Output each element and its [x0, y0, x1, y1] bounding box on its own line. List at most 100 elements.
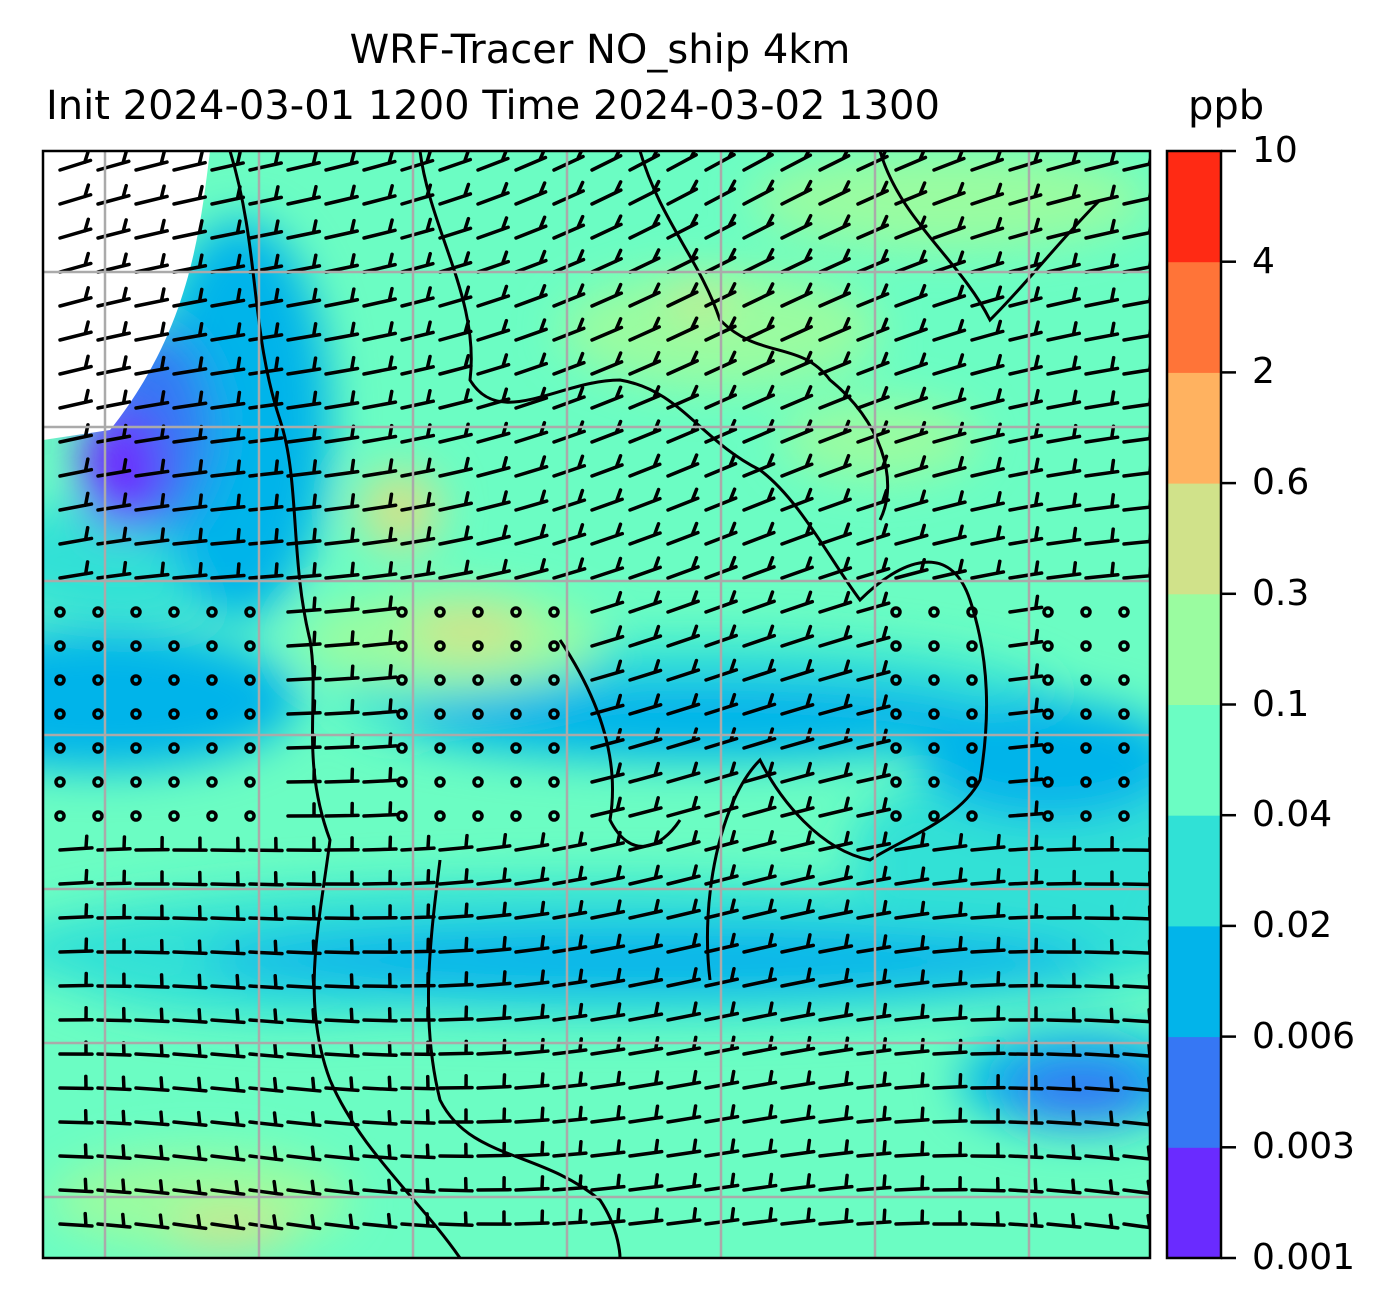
wind-barb — [96, 1006, 132, 1023]
calm-wind-marker — [548, 708, 560, 720]
wind-barb — [324, 595, 360, 614]
wind-barb — [400, 1074, 436, 1091]
wind-barb — [58, 868, 94, 886]
coastline — [878, 151, 1102, 323]
wind-barb — [742, 453, 776, 478]
wind-barb — [96, 1212, 132, 1229]
wind-barb — [742, 1138, 778, 1158]
wind-barb — [666, 316, 699, 342]
wind-barb — [514, 215, 548, 240]
wind-barb — [362, 972, 398, 989]
wind-barb — [780, 1173, 816, 1192]
wind-barb — [134, 835, 170, 852]
wind-barb — [590, 317, 624, 342]
wind-barb — [818, 214, 851, 240]
wind-barb — [742, 1001, 778, 1022]
wind-barb — [248, 356, 284, 376]
wind-barb — [780, 898, 815, 920]
calm-wind-marker — [1042, 810, 1054, 822]
calm-wind-marker — [396, 606, 408, 618]
wind-barb — [552, 317, 586, 342]
wind-barb — [438, 216, 473, 240]
wind-barb — [552, 1208, 588, 1226]
colorbar-tick-label: 0.001 — [1252, 1237, 1356, 1278]
wind-barb — [970, 491, 1006, 512]
wind-barb — [628, 830, 663, 852]
wind-barb — [1008, 354, 1043, 376]
wind-barb — [666, 1001, 702, 1022]
wind-barb — [324, 321, 360, 342]
calm-wind-marker — [168, 606, 180, 618]
wind-barb — [970, 833, 1006, 852]
wind-barb — [248, 459, 284, 478]
wind-barb — [1084, 1007, 1120, 1024]
wind-barb — [1046, 389, 1082, 410]
wind-barb — [590, 830, 625, 852]
calm-wind-marker — [1118, 742, 1130, 754]
wind-barb — [58, 217, 93, 240]
calm-wind-marker — [92, 640, 104, 652]
wind-barb — [400, 388, 436, 410]
wind-barb — [286, 562, 322, 580]
calm-wind-marker — [548, 640, 560, 652]
calm-wind-marker — [928, 810, 940, 822]
wind-barb — [476, 318, 511, 342]
wind-barb — [970, 216, 1005, 240]
colorbar-segment — [1167, 372, 1221, 484]
wind-barb — [210, 562, 246, 580]
wind-barb — [134, 1213, 170, 1230]
wind-barb — [514, 1003, 550, 1022]
wind-barb — [96, 183, 131, 206]
wind-barb — [96, 286, 131, 308]
wind-barb — [742, 692, 777, 716]
wind-barb — [628, 248, 661, 274]
wind-barb — [134, 458, 170, 478]
wind-barb — [286, 219, 322, 240]
wind-barb — [172, 1042, 208, 1059]
wind-barb — [1008, 457, 1044, 478]
wind-barb — [476, 901, 512, 920]
wind-barb — [780, 556, 814, 580]
wind-barb — [780, 830, 815, 852]
calm-wind-marker — [1080, 810, 1092, 822]
wind-barb — [286, 424, 322, 444]
wind-barb — [628, 933, 664, 954]
wind-barb — [780, 453, 814, 478]
wind-barb — [324, 664, 360, 682]
wind-barb — [932, 1210, 968, 1226]
wind-barb — [780, 350, 814, 376]
wind-barb — [476, 490, 511, 512]
wind-barb — [780, 796, 815, 818]
calm-wind-marker — [434, 708, 446, 720]
wind-barb — [552, 454, 587, 478]
wind-barb — [818, 1002, 854, 1022]
wind-barb — [400, 560, 436, 580]
wind-barb — [172, 493, 208, 512]
calm-wind-marker — [54, 810, 66, 822]
wind-barb — [362, 938, 398, 954]
wind-barb — [856, 797, 892, 818]
wind-barb — [286, 1145, 322, 1162]
calm-wind-marker — [130, 708, 142, 720]
wind-barb — [590, 214, 623, 240]
wind-barb — [514, 420, 549, 444]
wind-barb — [286, 1179, 322, 1196]
wind-barb — [970, 1211, 1006, 1227]
wind-barb — [134, 973, 170, 989]
wind-barb — [210, 1008, 246, 1025]
wind-barb — [1084, 1110, 1120, 1127]
colorbar-units: ppb — [1188, 83, 1265, 129]
calm-wind-marker — [928, 708, 940, 720]
wind-barb — [1008, 903, 1044, 920]
colorbar-segment — [1167, 593, 1221, 705]
wind-barb — [552, 249, 586, 274]
colorbar-segment — [1167, 704, 1221, 816]
wind-barb — [400, 491, 436, 512]
wind-barb — [134, 938, 170, 955]
calm-wind-marker — [54, 708, 66, 720]
wind-barb — [590, 282, 624, 308]
calm-wind-marker — [92, 606, 104, 618]
wind-barb — [96, 938, 132, 954]
wind-barb — [514, 1106, 550, 1124]
wind-barb — [1046, 218, 1081, 240]
